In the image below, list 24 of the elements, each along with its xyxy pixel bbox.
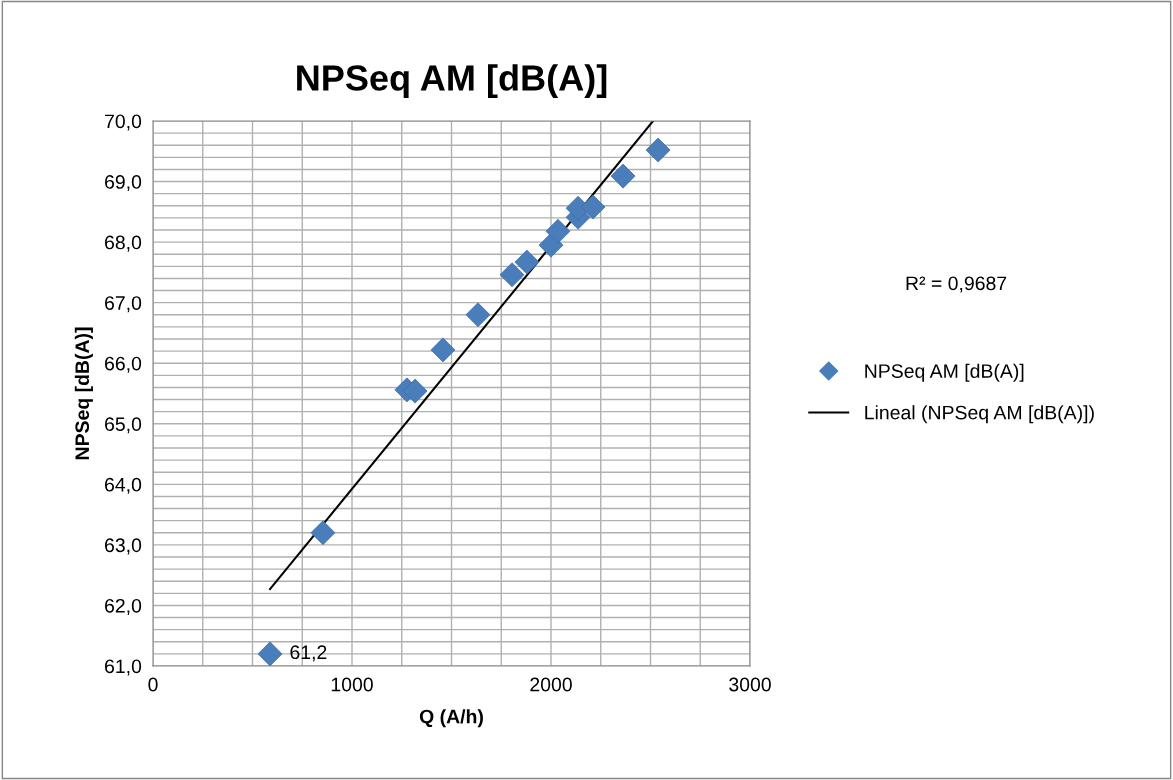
y-tick-label: 70,0 (105, 114, 142, 131)
y-tick-label: 63,0 (105, 538, 142, 555)
y-tick-label: 68,0 (105, 235, 142, 252)
y-tick-label: 69,0 (105, 175, 142, 192)
point (430, 337, 456, 363)
text: R² = 0,9687 (906, 276, 1007, 293)
y-tick-label: 64,0 (105, 477, 142, 494)
y-tick-label: 61,0 (105, 659, 142, 676)
legend-label: NPSeq AM [dB(A)] (865, 363, 1024, 382)
y-tick-label: 65,0 (105, 417, 142, 434)
x-axis-title: Q (A/h) (419, 709, 483, 728)
y-tick-label: 66,0 (105, 356, 142, 373)
x-tick-label: 1000 (331, 677, 373, 692)
point (545, 218, 571, 244)
chart-title: NPSeq AM [dB(A)] (297, 64, 607, 98)
x-tick-label: 3000 (729, 677, 771, 692)
y-tick-label: 67,0 (105, 296, 142, 313)
data-label: 61,2 (290, 645, 327, 662)
x-tick-label: 2000 (530, 677, 572, 692)
point (580, 194, 606, 220)
y-tick-label: 62,0 (105, 598, 142, 615)
legend-label: Lineal (NPSeq AM [dB(A)]) (865, 405, 1094, 424)
x-tick-label: 0 (148, 677, 158, 692)
y-axis-title: NPSeq [dB(A)] (74, 327, 93, 460)
